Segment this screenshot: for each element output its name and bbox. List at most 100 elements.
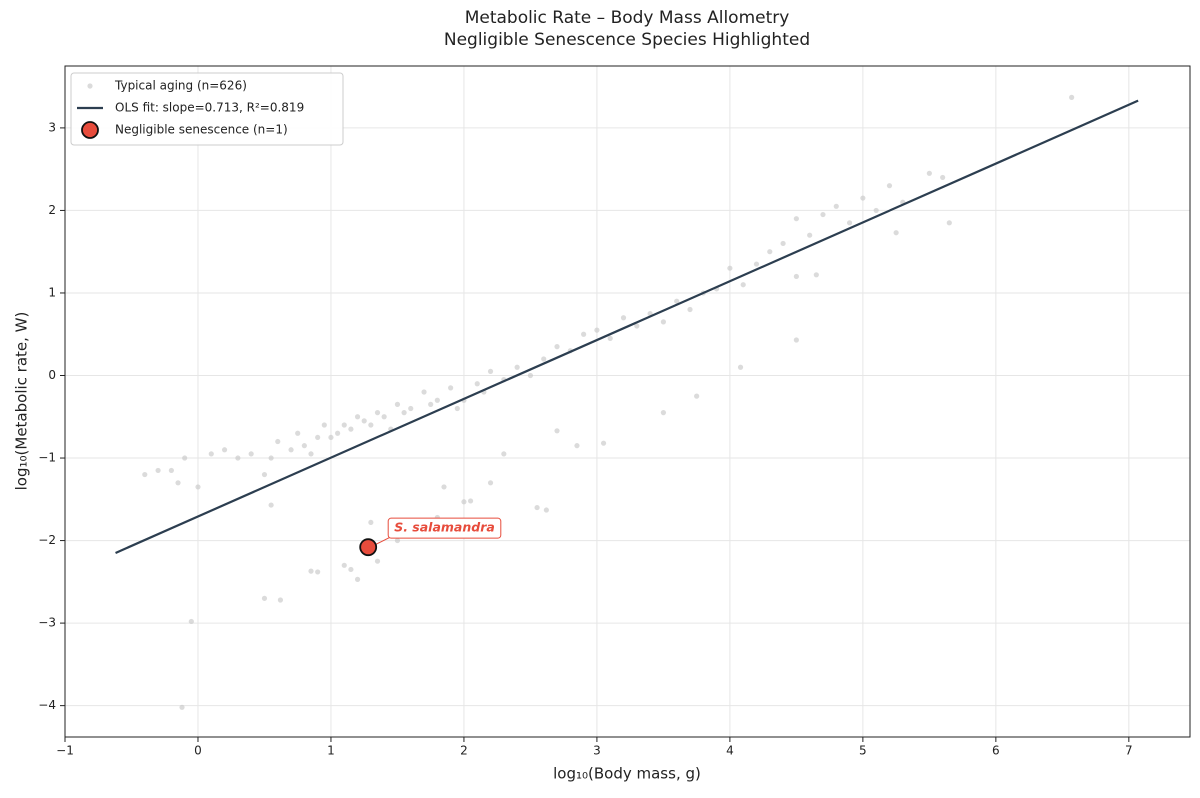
data-point: [308, 568, 314, 574]
data-point: [527, 372, 534, 379]
data-point: [461, 499, 467, 505]
data-point: [886, 183, 893, 189]
data-point: [188, 618, 194, 625]
x-axis-label: log₁₀(Body mass, g): [553, 765, 701, 783]
data-point: [421, 389, 427, 395]
x-tick-label: 3: [593, 744, 601, 758]
data-point: [261, 595, 268, 601]
data-point: [514, 364, 520, 370]
data-point: [381, 414, 387, 420]
data-point: [168, 467, 174, 474]
data-point: [813, 272, 819, 278]
data-point: [368, 422, 374, 428]
data-point: [634, 323, 640, 329]
data-point: [554, 344, 560, 350]
data-point: [248, 451, 254, 457]
highlight-point: [359, 538, 378, 557]
data-point: [277, 597, 284, 603]
data-point: [341, 422, 347, 428]
data-point: [474, 381, 480, 387]
data-point: [182, 455, 188, 461]
data-point: [315, 569, 321, 575]
annotation-connector: [375, 536, 391, 545]
data-point: [926, 170, 932, 176]
y-tick-label: −3: [38, 616, 56, 630]
data-point: [501, 451, 507, 457]
x-tick-label: 4: [726, 744, 734, 758]
legend-label: Typical aging (n=626): [114, 79, 247, 93]
data-point: [354, 576, 361, 582]
annotation: S. salamandra: [387, 517, 502, 539]
data-point: [767, 249, 773, 255]
chart-title: Metabolic Rate – Body Mass Allometry: [465, 8, 790, 28]
data-point: [740, 282, 746, 288]
data-point: [893, 230, 899, 236]
data-point: [600, 440, 607, 446]
data-point: [235, 455, 241, 461]
data-point: [268, 455, 274, 461]
data-point: [620, 315, 627, 321]
data-point: [793, 273, 799, 280]
y-tick-label: 2: [48, 203, 56, 217]
data-point: [694, 393, 700, 399]
data-point: [155, 467, 161, 474]
data-point: [873, 207, 879, 214]
data-point: [374, 410, 381, 416]
data-point: [727, 265, 733, 271]
data-point: [208, 451, 214, 457]
data-point: [321, 422, 327, 428]
data-point: [261, 471, 268, 478]
data-point: [454, 405, 460, 412]
data-point: [361, 418, 367, 424]
legend-swatch: [87, 83, 93, 89]
y-axis-label: log₁₀(Metabolic rate, W): [13, 312, 31, 491]
data-point: [175, 480, 181, 486]
data-point: [487, 480, 494, 486]
data-point: [335, 430, 341, 436]
legend-box: [70, 72, 344, 146]
x-tick-label: −1: [56, 744, 74, 758]
data-point: [328, 434, 334, 441]
fit-line: [115, 99, 1139, 554]
x-tick-label: 1: [327, 744, 335, 758]
data-point: [780, 240, 786, 247]
data-point: [368, 519, 374, 526]
data-point: [195, 484, 201, 490]
legend-label: Negligible senescence (n=1): [115, 123, 288, 137]
data-point: [737, 364, 744, 370]
legend: Typical aging (n=626) OLS fit: slope=0.71…: [70, 72, 344, 146]
data-point: [833, 203, 839, 209]
data-point: [179, 704, 185, 710]
data-point: [301, 443, 307, 449]
legend-label: OLS fit: slope=0.713, R²=0.819: [115, 101, 304, 115]
data-point: [594, 327, 600, 333]
data-point: [348, 426, 354, 432]
data-point: [674, 298, 680, 304]
annotation-box: [387, 517, 502, 539]
legend-swatch: [81, 121, 99, 139]
data-point: [275, 438, 281, 445]
data-point: [581, 331, 587, 337]
data-point: [441, 484, 447, 490]
y-tick-label: −2: [38, 533, 56, 547]
x-tick-label: 0: [194, 744, 202, 758]
data-point: [448, 385, 454, 391]
chart-subtitle: Negligible Senescence Species Highlighte…: [444, 30, 810, 50]
data-point: [807, 232, 813, 238]
data-point: [574, 443, 580, 449]
data-point: [315, 434, 321, 441]
data-point: [940, 174, 946, 181]
data-point: [687, 306, 693, 313]
y-tick-label: −4: [38, 698, 56, 712]
data-point: [541, 356, 547, 362]
y-tick-label: −1: [38, 451, 56, 465]
y-tick-label: 3: [48, 120, 56, 134]
data-point: [221, 447, 228, 453]
data-point: [394, 401, 401, 407]
data-point: [660, 410, 667, 416]
data-point: [467, 498, 474, 504]
data-point: [428, 401, 434, 407]
data-point: [793, 216, 799, 222]
plot-frame: [64, 65, 1191, 738]
